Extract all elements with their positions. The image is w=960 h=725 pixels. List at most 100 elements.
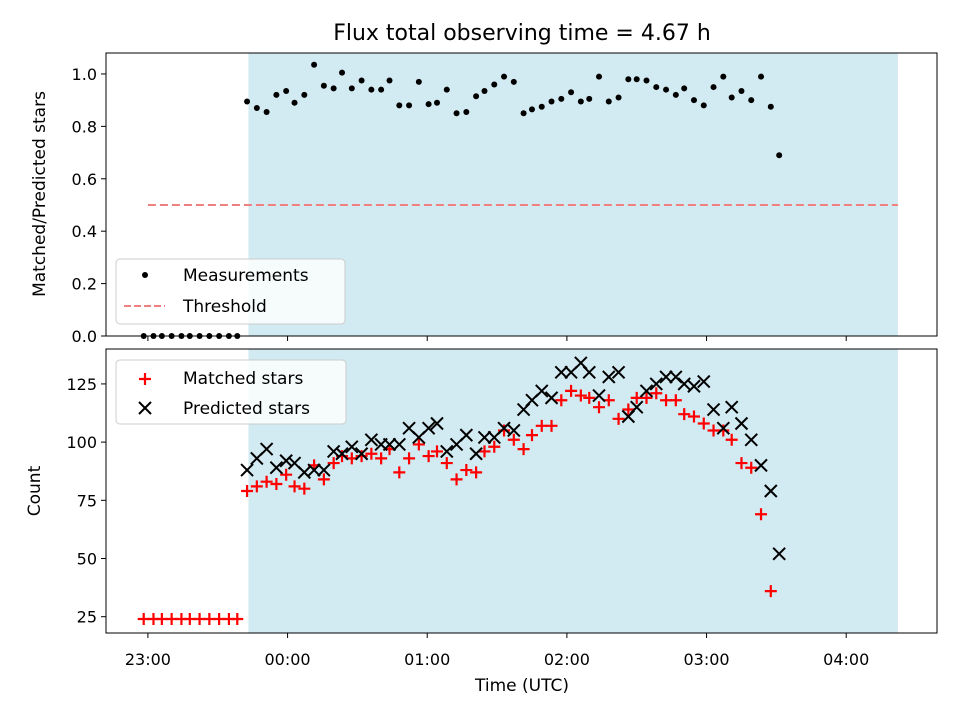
observing-window-band bbox=[248, 349, 898, 633]
y-tick-label: 0.4 bbox=[72, 222, 97, 241]
measurement-point bbox=[720, 73, 727, 80]
measurement-point bbox=[406, 102, 413, 109]
y-tick-label: 1.0 bbox=[72, 65, 97, 84]
matched-star-point bbox=[450, 473, 463, 486]
measurement-point bbox=[453, 110, 460, 117]
measurement-point bbox=[538, 103, 545, 110]
matched-star-point bbox=[488, 440, 501, 453]
matched-star-point bbox=[288, 480, 301, 493]
matched-star-point bbox=[574, 389, 587, 402]
matched-star-point bbox=[507, 433, 520, 446]
x-tick-label: 23:00 bbox=[125, 650, 171, 669]
measurement-point bbox=[758, 73, 765, 80]
measurement-point bbox=[434, 99, 441, 106]
predicted-star-point bbox=[697, 374, 711, 389]
matched-star-point bbox=[612, 412, 625, 425]
matched-star-point bbox=[470, 466, 483, 479]
matched-star-point bbox=[725, 433, 738, 446]
measurement-point bbox=[311, 61, 318, 68]
plot-frame bbox=[105, 52, 938, 337]
measurement-point bbox=[776, 152, 783, 159]
measurement-point bbox=[681, 85, 688, 92]
x-tick-label: 02:00 bbox=[544, 650, 590, 669]
plot-frame bbox=[105, 348, 938, 634]
predicted-star-point bbox=[582, 365, 596, 379]
predicted-star-point bbox=[677, 377, 691, 391]
measurement-point bbox=[273, 91, 280, 98]
matched-star-point bbox=[250, 480, 263, 493]
measurement-point bbox=[568, 89, 575, 96]
matched-star-point bbox=[231, 613, 244, 626]
predicted-star-point bbox=[345, 440, 359, 454]
matched-star-point bbox=[678, 408, 691, 421]
measurement-point bbox=[283, 87, 290, 94]
predicted-star-point bbox=[630, 400, 644, 414]
count-legend: Matched stars Predicted stars bbox=[115, 359, 347, 425]
predicted-star-point bbox=[326, 444, 341, 459]
measurement-point bbox=[710, 84, 717, 91]
predicted-star-point bbox=[764, 484, 778, 498]
predicted-star-point bbox=[602, 370, 616, 384]
predicted-star-point bbox=[544, 391, 559, 405]
measurement-point bbox=[528, 106, 535, 113]
measurement-point bbox=[548, 98, 555, 105]
matched-star-point bbox=[640, 391, 653, 404]
measurement-point bbox=[690, 97, 697, 104]
matched-star-point bbox=[355, 450, 368, 463]
matched-star-point bbox=[317, 473, 330, 486]
predicted-star-point bbox=[611, 365, 626, 379]
matched-star-point bbox=[650, 387, 663, 400]
measurement-point bbox=[320, 82, 327, 89]
matched-star-point bbox=[669, 394, 682, 407]
matched-star-point bbox=[498, 424, 511, 437]
matched-star-point bbox=[717, 424, 730, 437]
predicted-star-point bbox=[535, 384, 549, 398]
matched-star-point bbox=[745, 461, 758, 474]
y-tick-label: 125 bbox=[66, 375, 97, 394]
measurement-point bbox=[520, 110, 527, 117]
measurement-point bbox=[463, 108, 470, 115]
y-tick-label: 0.0 bbox=[72, 327, 97, 346]
matched-star-point bbox=[365, 447, 378, 460]
y-tick-label: 75 bbox=[77, 491, 97, 510]
measurement-point bbox=[348, 85, 355, 92]
measurement-point bbox=[263, 108, 270, 115]
matched-star-point bbox=[525, 429, 538, 442]
predicted-star-point bbox=[279, 454, 293, 468]
measurement-point bbox=[577, 98, 584, 105]
measurement-point bbox=[700, 102, 707, 109]
x-tick-label: 04:00 bbox=[823, 650, 869, 669]
measurement-point bbox=[510, 78, 517, 85]
measurement-point bbox=[368, 86, 375, 93]
predicted-star-point bbox=[507, 423, 521, 438]
predicted-star-point bbox=[639, 384, 654, 398]
measurement-point bbox=[244, 98, 251, 105]
measurement-point bbox=[625, 76, 632, 83]
measurement-point bbox=[378, 86, 385, 93]
predicted-star-point bbox=[469, 447, 483, 461]
x-tick-label: 00:00 bbox=[265, 650, 311, 669]
matched-star-point bbox=[460, 464, 473, 477]
measurement-point bbox=[663, 86, 670, 93]
matched-star-point bbox=[422, 450, 435, 463]
legend-predicted-marker bbox=[138, 401, 152, 415]
measurement-point bbox=[501, 73, 508, 80]
measurement-point bbox=[596, 73, 603, 80]
y-tick-label: 0.2 bbox=[72, 275, 97, 294]
measurement-point bbox=[425, 101, 432, 108]
predicted-star-point bbox=[649, 377, 663, 391]
chart-title: Flux total observing time = 4.67 h bbox=[333, 21, 711, 46]
predicted-star-point bbox=[335, 447, 349, 461]
legend-matched-label: Matched stars bbox=[183, 369, 303, 389]
measurement-point bbox=[767, 103, 774, 110]
legend-matched-marker bbox=[139, 373, 151, 385]
ratio-panel: 0.0 0.2 0.4 0.6 0.8 1.0 bbox=[72, 52, 938, 346]
predicted-star-point bbox=[772, 547, 786, 561]
matched-star-point bbox=[260, 475, 273, 488]
predicted-star-point bbox=[554, 365, 569, 379]
matched-star-point bbox=[735, 457, 748, 470]
matched-star-point bbox=[565, 384, 578, 397]
matched-star-point bbox=[241, 485, 254, 497]
predicted-star-point bbox=[382, 437, 397, 452]
